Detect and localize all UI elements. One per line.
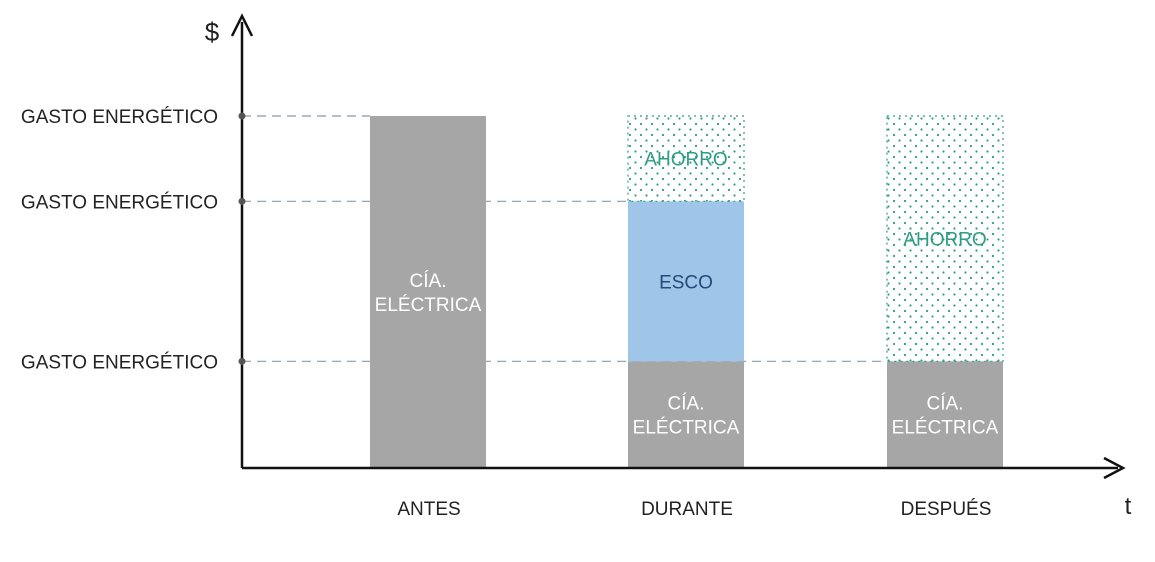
bar-segment [628,201,744,362]
bar-segment [370,116,486,468]
y-tick-dot [238,357,246,365]
bar-segment [887,361,1003,468]
bar-segment-label: CÍA. ELÉCTRICA [375,271,482,316]
y-ticks: GASTO ENERGÉTICO GASTO ENERGÉTICO GASTO EN… [21,107,246,373]
bar-segment-label: CÍA. ELÉCTRICA [633,394,740,439]
axes: $ t [205,13,1132,520]
x-ticks: ANTES DURANTE DESPUÉS [397,499,991,520]
bar-segment-label: AHORRO [644,150,727,171]
y-axis-label: $ [205,17,220,47]
bars: CÍA. ELÉCTRICA CÍA. ELÉCTRICA ESCO AHORRO CÍA.… [370,115,1004,468]
x-axis-label: t [1125,493,1132,520]
y-tick-dot [238,112,246,120]
y-tick-label: GASTO ENERGÉTICO [21,107,218,128]
y-axis-arrowhead [230,13,254,37]
bar-segment [628,361,744,468]
x-tick-label: DESPUÉS [901,499,992,520]
bar-segment-label: CÍA. ELÉCTRICA [892,394,999,439]
guide-lines [242,115,887,362]
y-tick-label: GASTO ENERGÉTICO [21,192,218,213]
y-tick-label: GASTO ENERGÉTICO [21,352,218,373]
x-tick-label: ANTES [397,499,460,520]
x-axis-arrowhead [1103,456,1126,480]
bar-segment-label: ESCO [659,272,713,293]
bar-segment [886,115,1004,362]
bar-segment [627,115,745,202]
x-tick-label: DURANTE [641,499,733,520]
bar-segment-label: AHORRO [903,230,986,251]
y-tick-dot [238,197,246,205]
